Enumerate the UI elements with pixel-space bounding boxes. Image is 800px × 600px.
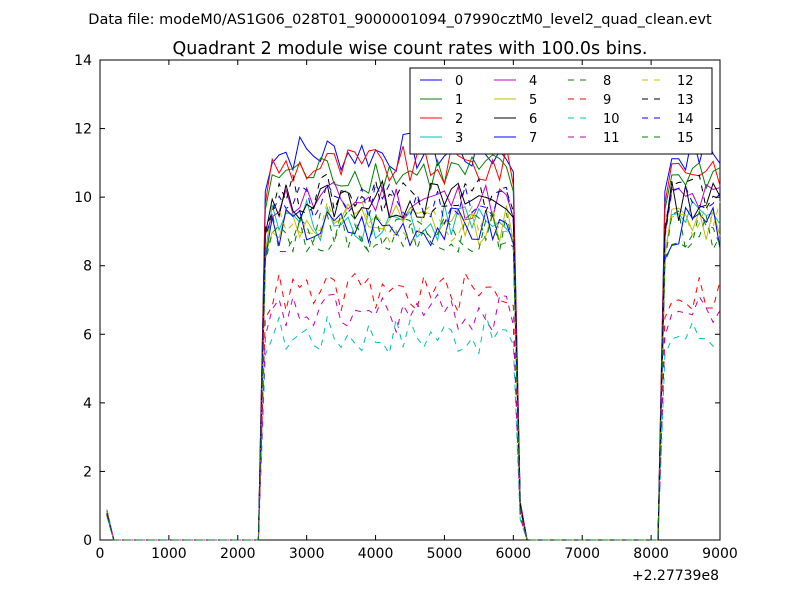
- y-tick-label: 14: [74, 53, 92, 69]
- x-tick-label: 3000: [289, 546, 325, 562]
- y-tick-label: 2: [83, 464, 92, 480]
- legend-label-6: 6: [529, 112, 537, 127]
- legend-label-10: 10: [603, 112, 620, 127]
- x-tick-label: 5000: [427, 546, 463, 562]
- legend-label-15: 15: [677, 131, 694, 146]
- y-tick-label: 12: [74, 122, 92, 138]
- axis-ticks: 0 1000 2000 3000 4000 5000 6000 7000 8000 9000 0 2 4…: [74, 53, 738, 562]
- suptitle: Data file: modeM0/AS1G06_028T01_90000010…: [88, 12, 712, 28]
- legend-label-4: 4: [529, 74, 537, 89]
- legend-label-9: 9: [603, 93, 611, 108]
- x-tick-label: 4000: [358, 546, 394, 562]
- y-tick-label: 0: [83, 533, 92, 549]
- x-tick-label: 8000: [633, 546, 669, 562]
- legend-label-7: 7: [529, 131, 537, 146]
- legend-frame: [409, 67, 713, 155]
- legend-label-8: 8: [603, 74, 611, 89]
- legend-label-1: 1: [455, 93, 463, 108]
- y-tick-label: 4: [83, 396, 92, 412]
- x-tick-label: 0: [96, 546, 105, 562]
- x-tick-label: 6000: [496, 546, 532, 562]
- chart-title: Quadrant 2 module wise count rates with …: [173, 39, 648, 59]
- series-line-15: [106, 210, 721, 541]
- legend-label-3: 3: [455, 131, 463, 146]
- x-tick-label: 9000: [702, 546, 738, 562]
- x-offset-label: +2.27739e8: [632, 568, 719, 584]
- legend-label-0: 0: [455, 74, 463, 89]
- legend-label-5: 5: [529, 93, 537, 108]
- series-line-10: [106, 313, 721, 541]
- legend-label-14: 14: [677, 112, 694, 127]
- legend-label-12: 12: [677, 74, 694, 89]
- y-tick-label: 8: [83, 259, 92, 275]
- x-tick-label: 1000: [151, 546, 187, 562]
- x-tick-label: 2000: [220, 546, 256, 562]
- x-tick-label: 7000: [564, 546, 600, 562]
- y-tick-label: 6: [83, 327, 92, 343]
- legend-label-13: 13: [677, 93, 694, 108]
- legend-label-11: 11: [603, 131, 620, 146]
- legend-label-2: 2: [455, 112, 463, 127]
- y-tick-label: 10: [74, 190, 92, 206]
- series-lines: [106, 131, 721, 541]
